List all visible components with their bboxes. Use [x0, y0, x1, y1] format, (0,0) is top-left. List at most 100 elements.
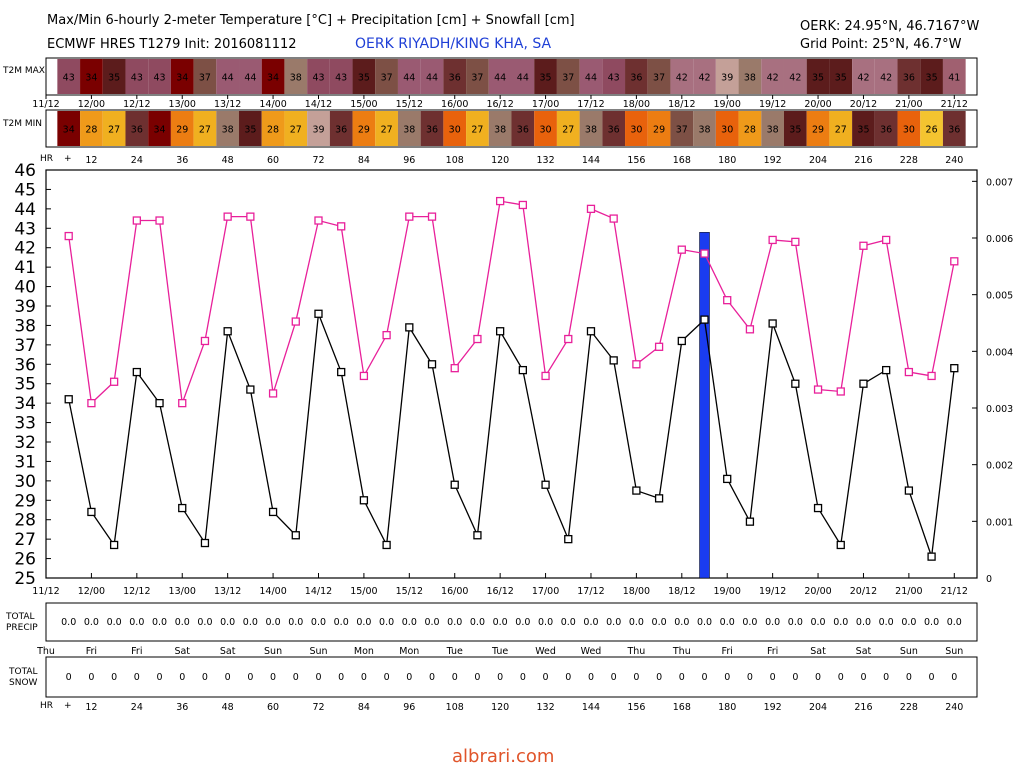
min-strip-cell	[625, 111, 648, 146]
hr-plus-bottom: +	[64, 701, 72, 711]
max-strip-cell	[125, 59, 149, 94]
min-strip-value: 28	[85, 125, 97, 136]
series-point-1	[700, 315, 709, 324]
max-strip-value: 44	[426, 73, 438, 84]
total-snow-value: 0	[860, 672, 866, 683]
series-point-1	[882, 365, 891, 375]
min-strip-value: 30	[903, 125, 915, 136]
max-strip-cell	[239, 59, 262, 94]
min-strip-cell	[556, 111, 580, 146]
total-precip-value: 0.0	[810, 617, 825, 628]
total-precip-value: 0.0	[652, 617, 667, 628]
min-strip-cell	[420, 111, 444, 146]
series-point-0	[541, 371, 550, 381]
date-label-bottom: 21/00	[895, 586, 922, 597]
max-strip-value: 34	[85, 73, 97, 84]
total-snow-label-1: TOTAL	[9, 667, 38, 677]
min-strip-cell	[715, 111, 739, 146]
day-label: Sat	[856, 646, 872, 657]
min-strip-cell	[602, 111, 626, 146]
day-label: Fri	[767, 646, 778, 657]
max-strip-value: 37	[381, 73, 393, 84]
hour-label-top: 228	[900, 155, 918, 166]
series-point-0	[564, 334, 573, 344]
chart-title: Max/Min 6-hourly 2-meter Temperature [°C…	[47, 13, 575, 28]
total-precip-value: 0.0	[765, 617, 780, 628]
temperature-strips: 43 34 35 43 43 34 37 44 44 34 38 43 43 35 37 44 44 36 37 44…	[45, 57, 978, 148]
series-point-0	[291, 317, 300, 326]
series-point-1	[927, 552, 936, 561]
day-label: Wed	[535, 646, 556, 657]
total-precip-value: 0.0	[175, 617, 190, 628]
series-point-0	[200, 336, 210, 346]
max-strip-value: 42	[767, 73, 779, 84]
total-precip-value: 0.0	[266, 617, 281, 628]
total-precip-value: 0.0	[879, 617, 894, 628]
precip-tick-label: 0.006	[986, 234, 1013, 245]
date-label-bottom: 14/12	[305, 586, 332, 597]
model-info: ECMWF HRES T1279 Init: 2016081112	[47, 37, 297, 52]
max-strip-cell	[329, 59, 353, 94]
series-point-1	[723, 474, 732, 484]
max-strip-cell	[625, 59, 648, 94]
min-strip-cell	[57, 111, 81, 146]
series	[64, 196, 959, 579]
series-point-1	[337, 367, 346, 377]
total-snow-value: 0	[770, 672, 776, 683]
total-snow-value: 0	[520, 672, 526, 683]
max-strip-value: 42	[789, 73, 801, 84]
total-snow-value: 0	[906, 672, 912, 683]
t2m-max-label: T2M MAX	[3, 66, 45, 76]
min-strip-value: 36	[517, 125, 529, 136]
series-point-0	[700, 249, 709, 258]
series-point-1	[768, 319, 777, 328]
total-precip-label-2: PRECIP	[6, 623, 38, 633]
series-point-1	[836, 540, 845, 550]
total-precip-value: 0.0	[901, 617, 916, 628]
series-point-0	[586, 204, 596, 214]
temp-tick-label: 30	[14, 472, 36, 492]
hour-label-top: 132	[536, 155, 554, 166]
min-strip-value: 30	[630, 125, 642, 136]
series-point-0	[132, 216, 141, 225]
total-precip-value: 0.0	[720, 617, 735, 628]
hour-label-bottom: 156	[627, 702, 645, 713]
series-point-1	[609, 356, 618, 365]
max-strip-cell	[261, 59, 285, 94]
min-strip-cell	[466, 111, 489, 146]
min-strip-cell	[942, 111, 966, 146]
total-snow-value: 0	[883, 672, 889, 683]
date-label-bottom: 20/00	[804, 586, 831, 597]
series-point-0	[450, 364, 459, 373]
max-strip-cell	[874, 59, 898, 94]
min-strip-value: 36	[948, 125, 960, 136]
day-label: Sun	[264, 646, 282, 657]
max-strip-value: 35	[812, 73, 824, 84]
day-label: Fri	[131, 646, 142, 657]
hour-label-bottom: 192	[764, 702, 782, 713]
min-strip-value: 37	[676, 125, 688, 136]
min-strip-value: 27	[835, 125, 847, 136]
max-strip-value: 34	[267, 73, 279, 84]
min-strip-value: 36	[608, 125, 620, 136]
total-snow-value: 0	[747, 672, 753, 683]
plot-frame	[45, 169, 978, 579]
hour-label-top: 36	[176, 155, 188, 166]
series-point-1	[427, 360, 437, 369]
date-label-bottom: 11/12	[32, 586, 59, 597]
date-label-bottom: 16/12	[486, 586, 513, 597]
max-strip-cell	[806, 59, 830, 94]
date-label-bottom: 18/12	[668, 586, 695, 597]
hour-label-top: 144	[582, 155, 600, 166]
series-point-1	[541, 480, 550, 489]
day-label: Wed	[581, 646, 602, 657]
min-strip-cell	[897, 111, 921, 146]
hour-label-top: 216	[854, 155, 872, 166]
min-strip-value: 38	[767, 125, 779, 136]
series-point-0	[109, 377, 119, 386]
series-point-0	[723, 296, 732, 305]
min-strip-value: 36	[131, 125, 143, 136]
total-snow-value: 0	[633, 672, 639, 683]
t2m-min-label: T2M MIN	[3, 119, 43, 129]
max-strip-value: 42	[698, 73, 710, 84]
